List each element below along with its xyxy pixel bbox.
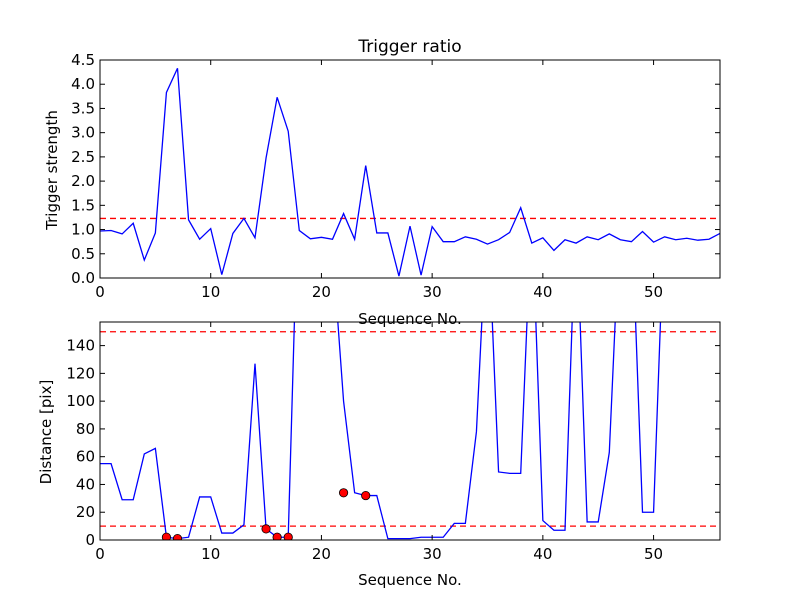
y-tick-label: 3.5	[71, 99, 95, 117]
y-tick-label: 0.0	[71, 269, 95, 287]
y-tick-label: 3.0	[71, 124, 95, 142]
y-tick-label: 100	[66, 392, 95, 410]
x-axis-label: Sequence No.	[358, 310, 462, 328]
y-tick-label: 80	[76, 420, 95, 438]
y-tick-label: 1.0	[71, 221, 95, 239]
x-tick-label: 10	[201, 545, 220, 563]
data-point-marker	[338, 488, 349, 498]
data-point-marker	[172, 534, 183, 540]
x-tick-label: 30	[423, 283, 442, 301]
data-point-marker	[272, 532, 282, 540]
plot-area	[100, 322, 720, 540]
x-tick-label: 40	[533, 545, 552, 563]
x-tick-label: 50	[644, 545, 663, 563]
series-line	[100, 322, 662, 540]
y-tick-label: 4.0	[71, 75, 95, 93]
y-axis-label: Distance [pix]	[37, 380, 55, 485]
x-tick-label: 50	[644, 283, 663, 301]
y-tick-label: 1.5	[71, 196, 95, 214]
y-tick-label: 0.5	[71, 245, 95, 263]
plot-frame	[99, 321, 721, 541]
y-axis-label: Trigger strength	[43, 110, 61, 231]
series-line	[100, 67, 720, 277]
data-point-marker	[361, 490, 371, 501]
x-tick-label: 0	[95, 545, 105, 563]
data-point-marker	[161, 532, 172, 540]
trigger-ratio-subplot: 0 10 20 30 40 50 0.0 0.5 1.0 1.5 2.0 2.5 3.0 3.5 4.0 4.…	[71, 51, 721, 301]
y-tick-label: 40	[76, 475, 95, 493]
x-tick-label: 20	[312, 283, 331, 301]
y-tick-label: 140	[66, 337, 95, 355]
x-tick-label: 30	[423, 545, 442, 563]
x-axis-label: Sequence No.	[358, 571, 462, 589]
chart-title: Trigger ratio	[357, 37, 461, 57]
plot-area	[100, 67, 720, 277]
y-tick-label: 0	[85, 531, 95, 549]
x-tick-label: 0	[95, 283, 105, 301]
y-tick-label: 4.5	[71, 51, 95, 69]
data-point-marker	[283, 532, 293, 540]
y-tick-label: 120	[66, 364, 95, 382]
distance-subplot: 0 10 20 30 40 50 0 20 40 60 80 100 120 140	[66, 321, 721, 563]
data-point-marker	[261, 524, 271, 534]
plot-frame	[99, 59, 721, 279]
y-tick-label: 60	[76, 448, 95, 466]
y-tick-label: 2.5	[71, 148, 95, 166]
y-tick-label: 2.0	[71, 172, 95, 190]
x-tick-label: 20	[312, 545, 331, 563]
y-tick-label: 20	[76, 503, 95, 521]
x-tick-label: 40	[533, 283, 552, 301]
x-tick-label: 10	[201, 283, 220, 301]
